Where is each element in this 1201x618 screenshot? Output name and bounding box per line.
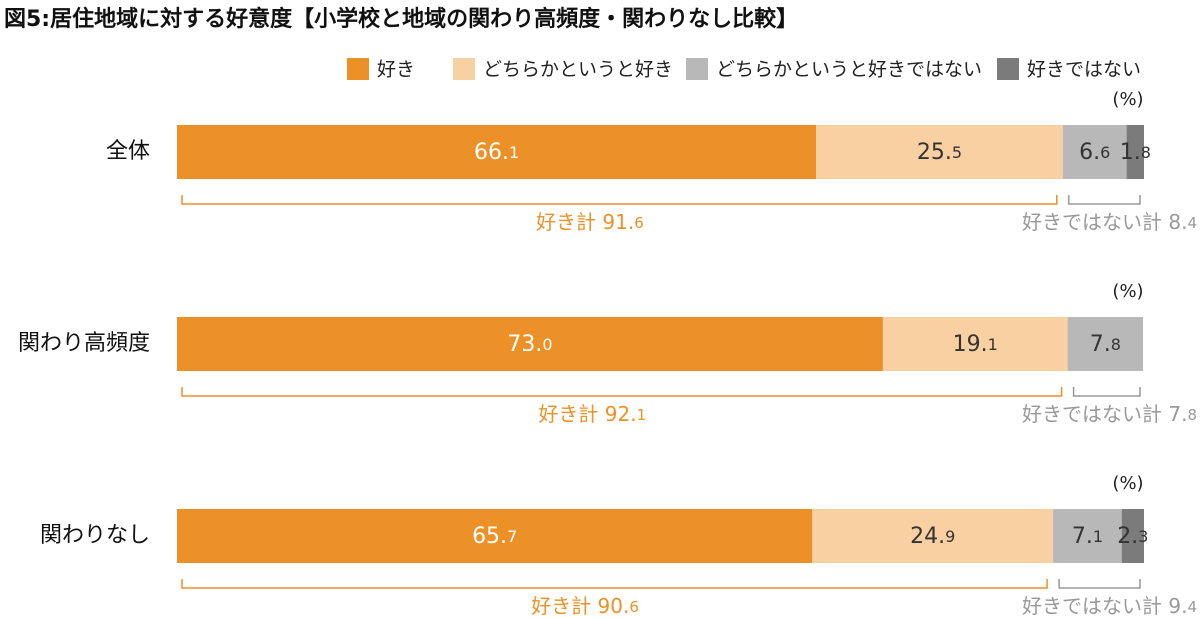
- data-label: 73.0: [507, 332, 552, 357]
- legend-swatch: [453, 58, 475, 80]
- bar-segment: [177, 317, 883, 371]
- bar-segment: [816, 125, 1063, 179]
- like-total-bracket: [181, 387, 1063, 397]
- legend-swatch: [997, 58, 1019, 80]
- category-label: 関わり高頻度: [18, 331, 150, 356]
- legend-swatch: [686, 58, 708, 80]
- like-total-label: 好き計 91.6: [536, 210, 644, 234]
- legend-item: 好き: [347, 58, 415, 81]
- data-label: 65.7: [472, 524, 517, 549]
- chart-title: 図5:居住地域に対する好意度【小学校と地域の関わり高頻度・関わりなし比較】: [4, 6, 798, 32]
- data-label: 24.9: [910, 524, 955, 549]
- bar-group: (%) 全体 66.1 25.5 6.6 1.8 好き計 91.6 好きではない計 8.4: [106, 89, 1197, 234]
- like-total-bracket: [181, 195, 1058, 205]
- unit-label: (%): [1112, 473, 1143, 494]
- data-label: 2.3: [1117, 524, 1148, 549]
- bar-segment: [1126, 125, 1144, 179]
- data-label: 19.1: [953, 332, 998, 357]
- legend-label: どちらかというと好き: [483, 59, 673, 81]
- bar-group: (%) 関わりなし 65.7 24.9 7.1 2.3 好き計 90.6 好きではない計 9.…: [40, 473, 1197, 618]
- bar-segment: [1067, 317, 1144, 371]
- category-label: 全体: [106, 139, 150, 164]
- bar-segment: [1062, 125, 1127, 179]
- bar-segment: [882, 317, 1068, 371]
- legend-item: どちらかというと好きではない: [686, 58, 982, 81]
- like-total-label: 好き計 90.6: [531, 594, 639, 618]
- bar-group: (%) 関わり高頻度 73.0 19.1 7.8 好き計 92.1 好きではない計 7.8: [18, 281, 1197, 426]
- legend-item: どちらかというと好き: [453, 58, 673, 81]
- dislike-total-label: 好きではない計 9.4: [1022, 594, 1197, 618]
- unit-label: (%): [1112, 89, 1143, 110]
- data-label: 7.1: [1072, 524, 1103, 549]
- data-label: 6.6: [1079, 140, 1110, 165]
- like-total-label: 好き計 92.1: [538, 402, 646, 426]
- bar-segment: [1053, 509, 1122, 563]
- bar-segment: [177, 125, 817, 179]
- bar-segment: [1121, 509, 1144, 563]
- legend-label: どちらかというと好きではない: [716, 59, 982, 81]
- unit-label: (%): [1112, 281, 1143, 302]
- data-label: 1.8: [1120, 140, 1151, 165]
- legend-label: 好き: [377, 59, 415, 81]
- dislike-total-bracket: [1068, 195, 1141, 205]
- legend-item: 好きではない: [997, 58, 1141, 81]
- dislike-total-bracket: [1058, 579, 1141, 589]
- bar-segment: [812, 509, 1054, 563]
- data-label: 66.1: [474, 140, 519, 165]
- data-label: 7.8: [1090, 332, 1121, 357]
- dislike-total-label: 好きではない計 7.8: [1022, 402, 1197, 426]
- bar-segment: [177, 509, 813, 563]
- legend: 好き どちらかというと好き どちらかというと好きではない 好きではない: [347, 58, 1141, 81]
- category-label: 関わりなし: [40, 523, 150, 548]
- like-total-bracket: [181, 579, 1048, 589]
- dislike-total-bracket: [1072, 387, 1141, 397]
- legend-swatch: [347, 58, 369, 80]
- legend-label: 好きではない: [1027, 59, 1141, 81]
- data-label: 25.5: [917, 140, 962, 165]
- dislike-total-label: 好きではない計 8.4: [1022, 210, 1197, 234]
